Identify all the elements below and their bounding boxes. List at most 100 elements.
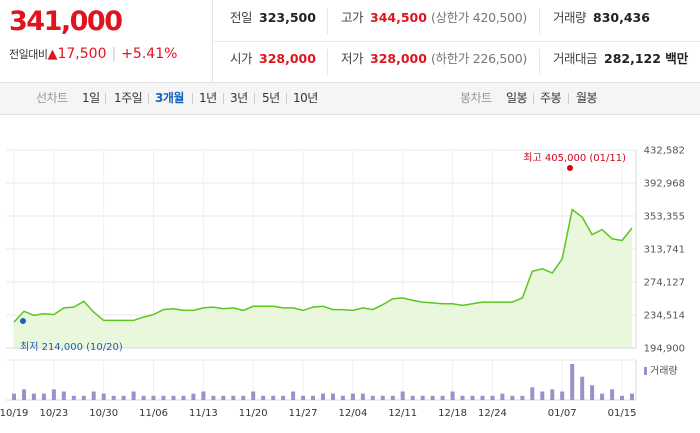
quote-header: 341,000 전일대비▲17,500 | +5.41% 전일 323,500 고가 3… (0, 0, 700, 83)
volume-bar (271, 395, 276, 400)
volume-bar (370, 395, 375, 400)
volume-bar (61, 391, 66, 400)
volume-bar (151, 395, 156, 400)
low-marker (20, 318, 26, 324)
price-stats: 전일 323,500 고가 344,500 (상한가 420,500) 거래량 830,… (213, 0, 700, 82)
y-tick-label: 392,968 (644, 179, 685, 190)
x-tick-label: 12/18 (438, 408, 467, 419)
price-line (13, 208, 633, 323)
x-tick-label: 11/06 (139, 408, 168, 419)
volume-bar (460, 395, 465, 400)
stat-value: 323,500 (259, 10, 316, 25)
up-arrow-icon: ▲ (47, 47, 58, 62)
volume-bar (420, 395, 425, 400)
tab-10y[interactable]: 10년 (293, 91, 318, 105)
volume-bar (301, 395, 306, 400)
volume-bar (380, 395, 385, 400)
stat-label: 전일 (230, 10, 253, 25)
stat-open: 시가 328,000 (230, 41, 316, 82)
volume-bar (321, 393, 325, 400)
y-tick-label: 234,514 (644, 311, 685, 322)
current-price: 341,000 (9, 6, 123, 37)
stat-value: 328,000 (370, 51, 427, 66)
volume-bar (510, 395, 515, 400)
volume-bar (261, 395, 266, 400)
volume-bar (340, 395, 345, 400)
line-chart-group-label: 선차트 (36, 91, 68, 105)
y-tick-label: 432,582 (644, 146, 685, 157)
divider (223, 93, 224, 104)
volume-bar (191, 393, 196, 400)
x-tick-label: 10/23 (39, 408, 68, 419)
volume-bar (31, 393, 36, 400)
stat-value: 328,000 (259, 51, 316, 66)
high-marker (567, 165, 573, 171)
price-summary: 341,000 전일대비▲17,500 | +5.41% (0, 0, 213, 82)
volume-bar (390, 395, 395, 400)
stat-value: 830,436 (593, 10, 650, 25)
volume-bar (111, 395, 116, 400)
low-annotation: 최저 214,000 (10/20) (20, 341, 123, 353)
x-tick-label: 12/11 (388, 408, 417, 419)
stat-value: 282,122 백만 (604, 51, 689, 66)
high-annotation: 최고 405,000 (01/11) (523, 152, 626, 164)
stat-prev-close: 전일 323,500 (230, 0, 316, 41)
volume-bar (590, 385, 595, 400)
volume-bar (600, 393, 605, 400)
volume-bar (560, 391, 565, 400)
tab-1d[interactable]: 1일 (82, 91, 100, 105)
volume-bar (91, 391, 96, 400)
candle-chart-group-label: 봉차트 (460, 91, 492, 105)
volume-bar (241, 395, 246, 400)
stat-label: 거래대금 (553, 51, 598, 66)
x-tick-label: 12/24 (478, 408, 507, 419)
volume-bar (171, 395, 176, 400)
volume-legend-label: 거래량 (650, 365, 678, 377)
volume-bar (181, 395, 186, 400)
volume-bar (530, 387, 535, 400)
volume-bar (610, 389, 615, 400)
volume-bar (520, 395, 525, 400)
divider (327, 49, 328, 75)
tab-weekly[interactable]: 주봉 (540, 91, 562, 105)
change-percent: +5.41% (121, 46, 178, 62)
volume-bar (350, 393, 355, 400)
volume-bar (161, 395, 166, 400)
tab-3m[interactable]: 3개월 (155, 91, 184, 105)
price-change: 전일대비▲17,500 | +5.41% (9, 46, 177, 62)
volume-bar (71, 395, 76, 400)
tab-1w[interactable]: 1주일 (114, 91, 143, 105)
tab-1y[interactable]: 1년 (199, 91, 217, 105)
stats-row: 전일 323,500 고가 344,500 (상한가 420,500) 거래량 830,… (213, 0, 700, 42)
divider (192, 93, 193, 104)
divider: | (111, 46, 117, 62)
stat-volume: 거래량 830,436 (553, 0, 650, 41)
volume-bar (81, 395, 86, 400)
stat-label: 저가 (341, 51, 364, 66)
volume-bar (221, 395, 226, 400)
volume-bar (630, 393, 634, 400)
volume-bar (131, 391, 136, 400)
divider (286, 93, 287, 104)
volume-bar (251, 391, 256, 400)
volume-bar (500, 393, 505, 400)
stats-row: 시가 328,000 저가 328,000 (하한가 226,500) 거래대금 282… (213, 41, 700, 82)
stat-label: 고가 (341, 10, 364, 25)
tab-5y[interactable]: 5년 (262, 91, 280, 105)
volume-bar (22, 389, 26, 400)
price-chart: 432,582 392,968 353,355 313,741 274,127 234,5… (0, 146, 685, 420)
divider (327, 8, 328, 34)
volume-bar (311, 395, 315, 400)
tab-daily[interactable]: 일봉 (506, 91, 528, 105)
divider (568, 93, 569, 104)
volume-bar (470, 395, 475, 400)
divider (533, 93, 534, 104)
tab-monthly[interactable]: 월봉 (576, 91, 598, 105)
volume-bar (550, 389, 555, 400)
volume-bar (410, 395, 415, 400)
x-tick-label: 10/19 (0, 408, 28, 419)
stat-low: 저가 328,000 (하한가 226,500) (341, 41, 527, 82)
tab-3y[interactable]: 3년 (230, 91, 248, 105)
volume-bar (231, 395, 236, 400)
divider (539, 49, 540, 75)
